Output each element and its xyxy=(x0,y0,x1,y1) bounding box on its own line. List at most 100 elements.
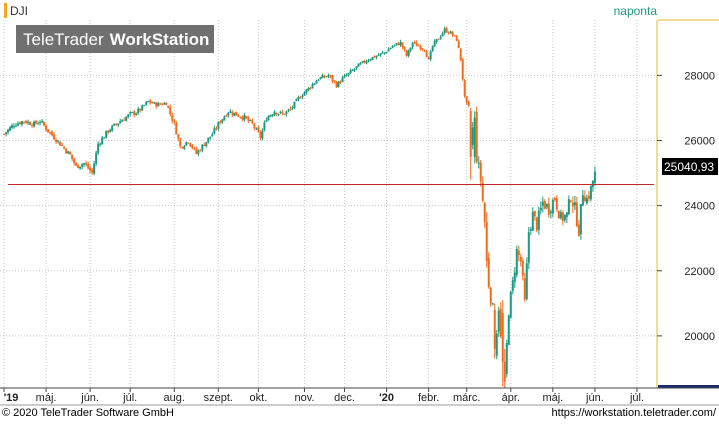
candle-body xyxy=(95,152,98,164)
candle-body xyxy=(253,123,256,129)
candle xyxy=(83,162,86,168)
x-tick-label: jún. xyxy=(585,392,604,404)
candle-body xyxy=(141,105,144,111)
candle-body xyxy=(323,75,326,78)
candle xyxy=(271,113,274,118)
period-label[interactable]: naponta xyxy=(614,4,658,18)
candle-body xyxy=(409,47,412,51)
candle xyxy=(167,105,170,109)
candle-body xyxy=(401,42,404,48)
candle xyxy=(455,35,458,42)
candle-body xyxy=(487,257,490,287)
candle xyxy=(169,104,172,117)
candle-body xyxy=(327,75,330,77)
candle xyxy=(551,198,554,218)
candle-body xyxy=(305,89,308,93)
candle xyxy=(531,207,534,231)
candle xyxy=(591,180,594,192)
candle-body xyxy=(567,199,570,215)
candle-body xyxy=(405,50,408,56)
candle xyxy=(91,167,94,176)
candle xyxy=(383,52,386,55)
candle-body xyxy=(389,48,392,50)
candle xyxy=(471,122,474,150)
candle-body xyxy=(565,212,568,218)
candle-body xyxy=(473,117,476,157)
candle xyxy=(11,123,14,130)
candle xyxy=(279,110,282,115)
candle-body xyxy=(577,224,580,236)
last-price-value: 25040,93 xyxy=(664,160,714,174)
candle xyxy=(121,119,124,122)
candle-body xyxy=(549,211,552,214)
candle-body xyxy=(225,115,228,117)
candle xyxy=(353,67,356,73)
candle-body xyxy=(503,361,506,382)
candle xyxy=(233,112,236,117)
candle xyxy=(245,115,248,120)
candle-body xyxy=(359,63,362,65)
candle-body xyxy=(303,92,306,96)
x-tick-label: '19 xyxy=(4,392,19,404)
candle xyxy=(31,123,34,128)
candle-body xyxy=(379,53,382,55)
candle xyxy=(567,195,570,216)
candle xyxy=(175,120,178,135)
candle xyxy=(501,300,504,387)
candle xyxy=(357,63,360,67)
candle-body xyxy=(57,140,60,142)
candle xyxy=(67,150,70,154)
candle xyxy=(99,142,102,147)
candle-body xyxy=(471,127,474,145)
candle xyxy=(199,149,202,152)
candle xyxy=(365,59,368,65)
candle xyxy=(311,82,314,89)
candle xyxy=(593,166,596,187)
candle-body xyxy=(145,101,148,105)
candle-body xyxy=(521,260,524,276)
website-link[interactable]: https://workstation.teletrader.com/ xyxy=(551,407,716,419)
candle xyxy=(255,127,258,130)
candle xyxy=(479,159,482,187)
candle-body xyxy=(5,132,8,135)
candle-body xyxy=(573,202,576,206)
candle-body xyxy=(535,217,538,231)
candle-body xyxy=(453,35,456,37)
candle xyxy=(107,129,110,135)
candle-body xyxy=(151,102,154,104)
candle xyxy=(523,272,526,303)
candle xyxy=(361,60,364,64)
candle-body xyxy=(489,287,492,304)
candle-body xyxy=(149,100,152,103)
candle xyxy=(161,102,164,106)
candle-body xyxy=(423,49,426,52)
candle xyxy=(33,120,36,128)
candle xyxy=(101,135,104,145)
candle xyxy=(221,119,224,124)
candle xyxy=(309,87,312,90)
candle-body xyxy=(259,131,262,139)
x-tick-label: jún. xyxy=(80,392,99,404)
candle-body xyxy=(147,100,150,103)
candle-body xyxy=(37,123,40,125)
candle xyxy=(319,76,322,80)
candle xyxy=(249,119,252,121)
candle xyxy=(407,49,410,58)
candle xyxy=(549,209,552,219)
candle-body xyxy=(25,121,28,124)
candle-body xyxy=(523,278,526,300)
candle xyxy=(185,141,188,147)
candle xyxy=(443,26,446,35)
candle xyxy=(153,101,156,105)
candle-body xyxy=(233,112,236,116)
candle-body xyxy=(365,61,368,64)
candle-body xyxy=(581,195,584,206)
candle-body xyxy=(161,104,164,106)
x-tick-label: márc. xyxy=(453,392,481,404)
candle-body xyxy=(229,111,232,113)
candle-body xyxy=(495,333,498,356)
candle-body xyxy=(341,77,344,82)
candle-body xyxy=(347,72,350,76)
candle xyxy=(205,141,208,148)
candle xyxy=(35,119,38,125)
